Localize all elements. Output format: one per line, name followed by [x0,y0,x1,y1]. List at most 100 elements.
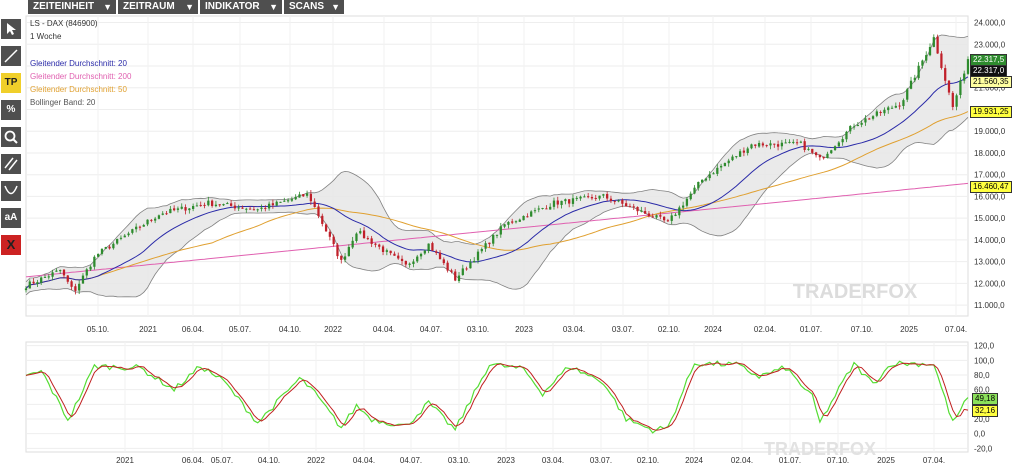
candle-body [898,105,901,107]
candle-body [879,112,882,114]
tp-tool[interactable]: TP [1,73,21,93]
delete-tool-label: X [6,237,16,252]
text-tool[interactable]: aA [1,208,21,228]
candle-body [803,141,806,150]
x-tick-label: 05.10. [87,325,109,334]
candle-body [378,244,381,247]
x-tick-label: 03.04. [563,325,585,334]
main-grid [26,16,968,316]
interval-label: 1 Woche [30,32,62,41]
menu-scans[interactable]: SCANS ▼ [284,0,344,14]
candle-body [135,226,138,230]
candle-body [100,248,104,254]
osc-x-tick-label: 06.04. [182,456,204,465]
candle-body [400,258,404,262]
menu-zeitraum[interactable]: ZEITRAUM ▼ [118,0,198,14]
x-tick-label: 2023 [515,325,533,334]
x-tick-label: 02.04. [754,325,776,334]
candle-body [738,151,742,157]
line-tool[interactable] [1,46,21,66]
candle-body [647,213,651,217]
candle-body [522,215,525,221]
cursor-tool[interactable] [1,19,21,39]
oscillator-plot-area [25,341,969,453]
candle-body [712,173,715,175]
delete-tool[interactable]: X [1,235,21,255]
candle-body [480,249,483,252]
chevron-down-icon: ▼ [269,2,278,12]
candle-body [549,206,552,210]
candle-body [222,204,225,206]
candle-body [913,77,916,81]
candle-body [85,269,88,276]
ma20-line [25,76,969,289]
candle-body [355,233,358,242]
osc-x-tick-label: 2024 [685,456,703,465]
candle-body [833,146,837,151]
candle-body [457,275,461,282]
text-tool-label: aA [4,212,18,223]
candle-body [340,255,343,260]
candle-body [606,194,609,199]
zoom-tool[interactable] [1,127,21,147]
candle-body [560,200,563,206]
y-tick-label: 19.000,0 [974,127,1006,136]
candle-body [488,242,491,245]
x-tick-label: 02.10. [658,325,680,334]
candle-body [207,200,210,206]
percent-tool[interactable]: % [1,100,21,120]
candle-body [28,281,31,289]
candle-body [807,148,810,150]
osc-x-tick-label: 04.04. [353,456,375,465]
candle-body [286,200,290,202]
oscillator-grid [26,342,968,452]
candle-body [294,196,297,200]
osc-x-tick-label: 04.07. [400,456,422,465]
candle-body [210,200,214,206]
candle-body [507,222,510,225]
candle-body [343,256,347,260]
candle-body [780,142,784,147]
candle-body [233,205,237,209]
candle-body [552,200,556,207]
arc-tool[interactable] [1,181,21,201]
x-tick-label: 05.07. [229,325,251,334]
candle-body [374,243,377,245]
candle-body [199,205,202,207]
candle-body [571,198,575,204]
candle-body [351,240,354,248]
candle-body [252,209,256,211]
menu-zeiteinheit[interactable]: ZEITEINHEIT ▼ [28,0,116,14]
instrument-title: LS - DAX (846900) [30,19,98,28]
candle-body [40,277,43,283]
candle-body [419,253,423,257]
candle-body [473,260,476,263]
x-tick-label: 01.07. [800,325,822,334]
candle-body [324,224,328,232]
candle-body [393,253,396,256]
candle-body [423,250,426,254]
candle-body [248,208,252,210]
menu-zeitraum-label: ZEITRAUM [123,1,175,12]
chevron-down-icon: ▼ [103,2,112,12]
candle-body [438,252,442,260]
candle-body [731,156,734,161]
x-tick-label: 03.07. [612,325,634,334]
candle-body [191,205,195,209]
menu-indikator[interactable]: INDIKATOR ▼ [200,0,282,14]
candle-body [681,205,685,208]
candle-body [875,111,878,116]
candle-body [849,126,852,132]
percent-tool-label: % [6,104,16,115]
candle-body [332,236,335,245]
candle-body [408,263,411,265]
y-tick-label: 23.000,0 [974,40,1006,49]
candle-body [381,246,385,252]
candle-body [412,261,415,265]
candle-body [662,216,666,221]
candle-body [298,194,301,198]
parallel-lines-tool[interactable] [1,154,21,174]
candle-body [621,200,624,204]
chevron-down-icon: ▼ [331,2,340,12]
